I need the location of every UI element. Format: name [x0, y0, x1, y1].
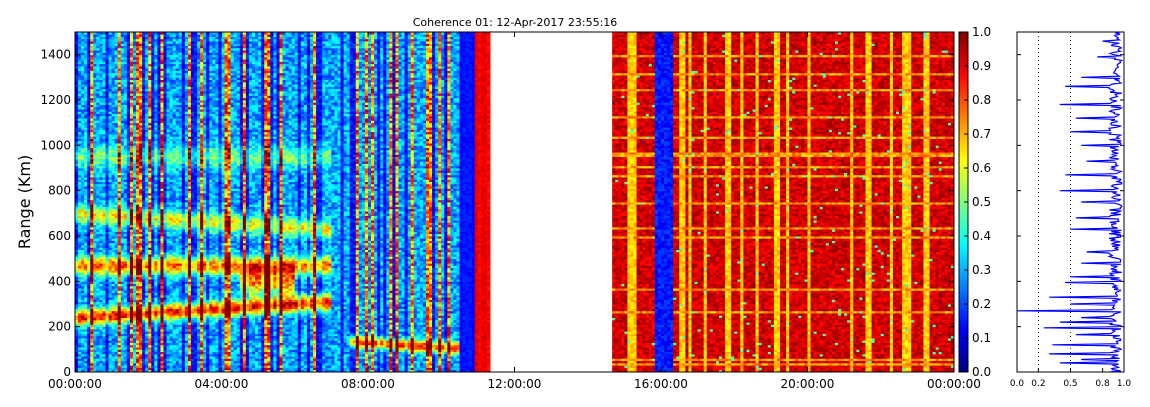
- colorbar-tick-label: 0.8: [972, 93, 991, 107]
- y-tick-label: 0: [63, 365, 71, 379]
- y-tick-label: 600: [48, 229, 71, 243]
- x-tick-label: 08:00:00: [341, 377, 395, 391]
- profile-x-tick-label: 1.0: [1117, 379, 1132, 389]
- profile-x-tick-label: 0.2: [1031, 379, 1045, 389]
- colorbar-tick-label: 0.1: [972, 331, 991, 345]
- colorbar-tick-label: 0.3: [972, 263, 991, 277]
- heatmap-cells: [75, 32, 954, 372]
- chart-title: Coherence 01: 12-Apr-2017 23:55:16: [413, 16, 618, 29]
- x-tick-label: 20:00:00: [781, 377, 835, 391]
- x-tick-label: 12:00:00: [488, 377, 542, 391]
- y-axis-label: Range (Km): [15, 155, 34, 249]
- colorbar-tick-label: 0.4: [972, 229, 991, 243]
- profile-x-tick-label: 0.5: [1063, 379, 1077, 389]
- y-tick-label: 800: [48, 184, 71, 198]
- y-tick-label: 200: [48, 320, 71, 334]
- profile-x-tick-label: 0.8: [1095, 379, 1110, 389]
- colorbar-tick-label: 0.9: [972, 59, 991, 73]
- x-tick-label: 00:00:00: [48, 377, 102, 391]
- y-tick-label: 1200: [40, 93, 71, 107]
- y-tick-label: 400: [48, 274, 71, 288]
- x-tick-label: 16:00:00: [634, 377, 688, 391]
- y-tick-label: 1000: [40, 138, 71, 152]
- colorbar-tick-label: 0.2: [972, 297, 991, 311]
- colorbar-tick-label: 0.7: [972, 127, 991, 141]
- colorbar-tick-label: 0.6: [972, 161, 991, 175]
- x-tick-label: 00:00:00: [927, 377, 981, 391]
- y-tick-label: 1400: [40, 48, 71, 62]
- x-tick-label: 04:00:00: [195, 377, 249, 391]
- colorbar-tick-label: 0.5: [972, 195, 991, 209]
- coherence-figure: Coherence 01: 12-Apr-2017 23:55:16 Range…: [0, 0, 1150, 407]
- profile-x-tick-label: 0.0: [1010, 379, 1025, 389]
- colorbar-tick-label: 0.0: [972, 365, 991, 379]
- colorbar-tick-label: 1.0: [972, 25, 991, 39]
